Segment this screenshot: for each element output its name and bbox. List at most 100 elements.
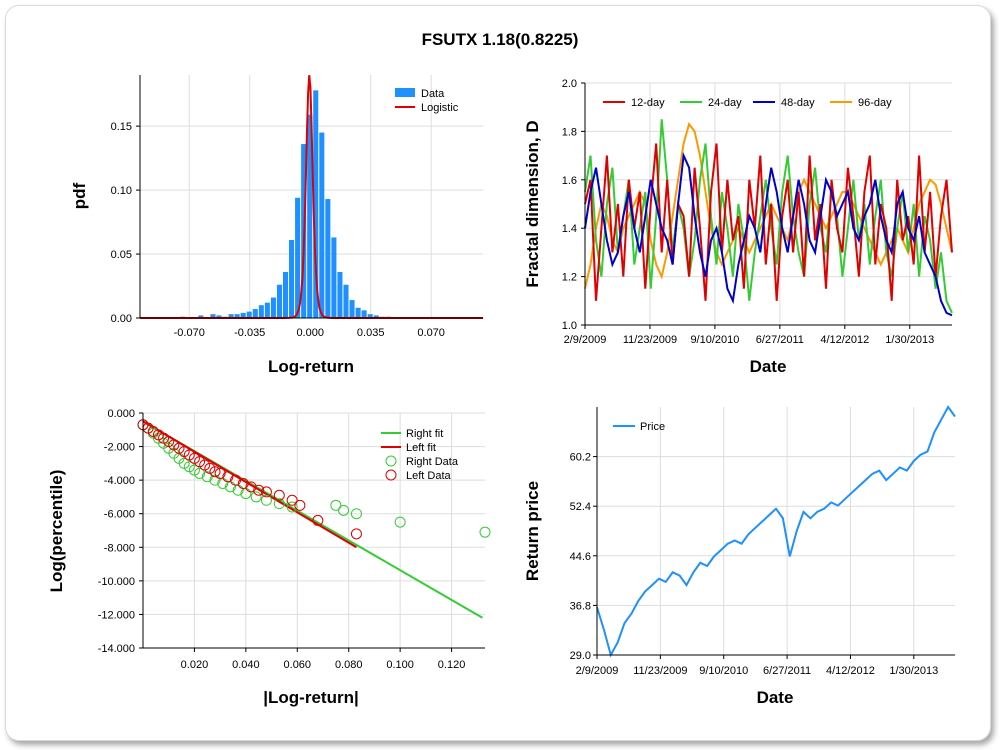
y-tick-label: 0.10: [111, 185, 132, 197]
y-axis-label: Return price: [523, 481, 542, 581]
histogram-bar: [210, 314, 216, 318]
y-tick-label: 0.00: [111, 313, 132, 325]
histogram-bar: [361, 310, 367, 318]
y-axis-label: Fractal dimension, D: [523, 120, 542, 287]
x-tick-label: 9/10/2010: [690, 334, 739, 346]
y-tick-label: 1.8: [562, 126, 577, 138]
x-tick-label: -0.070: [174, 327, 205, 339]
x-tick-label: 11/23/2009: [623, 334, 677, 346]
y-tick-label: -8.000: [104, 542, 135, 554]
histogram-bar: [313, 90, 319, 318]
legend-label-price: Price: [640, 421, 665, 433]
histogram-bar: [276, 284, 282, 318]
histogram-bar: [307, 114, 313, 318]
x-tick-label: 0.020: [181, 659, 209, 671]
legend-label-left-data: Left Data: [406, 470, 452, 482]
left-data-point: [230, 474, 242, 486]
left-data-point: [214, 467, 226, 479]
legend-label-48-day: 48-day: [781, 97, 815, 109]
legend-label-right-data: Right Data: [406, 456, 459, 468]
x-tick-label: 0.100: [386, 659, 414, 671]
x-axis-label: Date: [757, 688, 794, 707]
x-tick-label: 0.000: [296, 327, 324, 339]
left-data-point: [209, 466, 221, 478]
right-data-point: [194, 467, 206, 479]
x-tick-label: 2/9/2009: [564, 334, 607, 346]
series-line-12-day: [584, 143, 953, 301]
x-tick-label: 0.040: [232, 659, 260, 671]
right-data-point: [201, 471, 213, 483]
x-axis-label: |Log-return|: [263, 688, 358, 707]
right-data-point: [260, 494, 272, 506]
pdf-histogram-panel: -0.070 -0.035 0.000 0.035 0.070 0.00 0.05 0.10 0…: [70, 75, 483, 376]
legend-label-24-day: 24-day: [708, 97, 742, 109]
legend-swatch-right-data: [385, 455, 397, 467]
x-tick-label: 0.035: [357, 327, 385, 339]
y-tick-label: 1.4: [562, 223, 577, 235]
histogram-bar: [325, 199, 331, 318]
legend-swatch-data: [395, 88, 415, 97]
series-line-24-day: [584, 119, 953, 314]
y-tick-label: 1.6: [562, 175, 577, 187]
y-tick-label: -12.000: [98, 609, 135, 621]
x-tick-label: 1/30/2013: [889, 665, 938, 677]
y-tick-label: 60.2: [570, 452, 591, 464]
histogram-bar: [234, 314, 240, 318]
x-tick-label: 9/10/2010: [699, 665, 748, 677]
histogram-bar: [343, 284, 349, 318]
histogram-bar: [240, 312, 246, 318]
legend-label-right-fit: Right fit: [406, 428, 443, 440]
y-tick-label: 0.000: [107, 408, 135, 420]
x-tick-label: 0.070: [417, 327, 445, 339]
left-data-point: [260, 486, 272, 498]
x-tick-label: 0.120: [438, 659, 466, 671]
histogram-bar: [319, 132, 325, 318]
x-tick-label: 0.060: [284, 659, 312, 671]
histogram-bar: [355, 307, 361, 318]
x-tick-label: 6/27/2011: [763, 665, 811, 677]
x-tick-label: 1/30/2013: [885, 334, 934, 346]
y-axis-label: pdf: [70, 182, 89, 209]
left-data-point: [222, 471, 234, 483]
legend-label-12-day: 12-day: [631, 97, 665, 109]
y-tick-label: -2.000: [104, 442, 135, 454]
left-data-point: [245, 481, 257, 493]
chart-frame: [5, 5, 991, 741]
y-axis-label: Log(percentile): [47, 470, 66, 593]
histogram-bar: [264, 302, 270, 318]
x-tick-label: -0.035: [234, 327, 265, 339]
y-tick-label: -4.000: [104, 475, 135, 487]
histogram-bar: [216, 315, 222, 318]
left-data-point: [294, 499, 306, 511]
legend-label-logistic: Logistic: [421, 102, 459, 114]
x-tick-label: 2/9/2009: [576, 665, 619, 677]
right-data-point: [330, 499, 342, 511]
left-data-point: [350, 528, 362, 540]
right-data-point: [286, 501, 298, 513]
histogram-bar: [198, 315, 204, 318]
legend-label-data: Data: [421, 88, 445, 100]
legend-label-96-day: 96-day: [858, 97, 892, 109]
histogram-bar: [373, 315, 379, 318]
x-axis-label: Log-return: [268, 357, 354, 376]
y-tick-label: 1.0: [562, 320, 577, 332]
y-tick-label: 0.15: [111, 121, 132, 133]
histogram-bar: [337, 271, 343, 318]
x-tick-label: 4/12/2012: [820, 334, 869, 346]
left-data-point: [312, 514, 324, 526]
x-tick-label: 0.080: [335, 659, 363, 671]
histogram-bar: [258, 305, 264, 318]
y-tick-label: 52.4: [570, 501, 591, 513]
right-data-point: [338, 504, 350, 516]
histogram-bar: [270, 297, 276, 318]
y-tick-label: -10.000: [98, 576, 135, 588]
y-tick-label: -6.000: [104, 509, 135, 521]
right-data-point: [250, 491, 262, 503]
histogram-bar: [246, 311, 252, 318]
y-tick-label: 29.0: [570, 650, 591, 662]
right-data-point: [350, 508, 362, 520]
left-data-point: [273, 489, 285, 501]
histogram-bar: [252, 309, 258, 318]
y-tick-label: 36.8: [570, 600, 591, 612]
